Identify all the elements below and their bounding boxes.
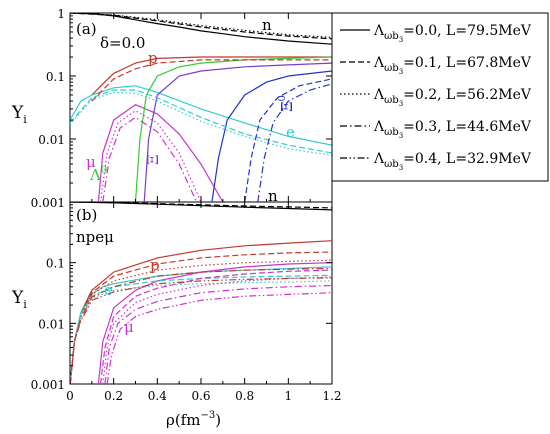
series-line-xi_zero-dashed xyxy=(244,78,332,202)
y-tick-label: 0.1 xyxy=(46,70,65,84)
series-line-mu-solid xyxy=(97,104,224,202)
panel-b-annotation: npeμ xyxy=(76,228,114,246)
curve-label-lambda: Λ0 xyxy=(89,165,107,184)
x-tick-label: 1.2 xyxy=(322,389,341,403)
y-label-sub: i xyxy=(23,298,27,311)
x-tick-label: 1 xyxy=(285,389,293,403)
series-line-xi_zero-dashdot xyxy=(257,83,332,202)
x-tick-label: 0.6 xyxy=(191,389,210,403)
series-line-p-solid xyxy=(70,240,332,384)
series-line-mu-dashed xyxy=(100,269,332,384)
y-tick-label: 0.01 xyxy=(38,133,65,147)
y-label-main: Y xyxy=(11,103,24,123)
series-line-e-dashed xyxy=(70,89,332,154)
series-line-mu-solid xyxy=(97,262,332,384)
series-line-lambda-solid xyxy=(134,56,332,202)
series-line-p-dashdotdot xyxy=(70,277,332,384)
series-line-e-solid xyxy=(70,85,332,146)
series-line-mu-dashdotdot xyxy=(106,292,332,384)
series-line-p-solid xyxy=(91,56,332,96)
y-tick-label: 1 xyxy=(57,7,65,21)
series-line-p-dashed xyxy=(91,59,332,102)
x-tick-label: 0.8 xyxy=(235,389,254,403)
y-tick-label: 0.1 xyxy=(46,257,65,271)
curve-label-e: e xyxy=(104,281,113,299)
panel-b-series xyxy=(70,202,332,384)
curve-label-mu: μ xyxy=(124,318,134,336)
legend: Λωb3=0.0, L=79.5MeV Λωb3=0.1, L=67.8MeV Λω… xyxy=(331,12,549,182)
legend-label: Λωb3=0.2, L=56.2MeV xyxy=(373,87,532,108)
curve-label-mu: μ xyxy=(86,153,96,171)
curve-label-n: n xyxy=(268,187,278,205)
legend-label: Λωb3=0.4, L=32.9MeV xyxy=(373,151,532,172)
series-line-e-dotted xyxy=(70,91,332,156)
series-line-mu-dotted xyxy=(102,276,332,384)
series-line-xi_zero-solid xyxy=(211,70,332,202)
series-line-xi_minus-solid xyxy=(143,62,332,202)
x-tick-label: 0.2 xyxy=(104,389,123,403)
y-axis-label-b: Yi xyxy=(11,288,27,311)
x-tick-label: 0 xyxy=(66,389,74,403)
y-tick-label: 0.001 xyxy=(31,196,65,210)
x-axis-label: ρ(fm−3) xyxy=(166,410,221,429)
legend-label: Λωb3=0.3, L=44.6MeV xyxy=(373,119,532,140)
series-line-n-dashed xyxy=(70,13,332,40)
axis-ticks: 0.001 0.01 0.1 1 0.001 0.01 0.1 0 0.2 0.4 0.6 0.8 1 1… xyxy=(31,7,342,403)
panel-a-series xyxy=(70,13,332,202)
legend-label: Λωb3=0.1, L=67.8MeV xyxy=(373,55,532,76)
y-axis-label-a: Yi xyxy=(11,103,27,126)
series-line-mu-dotted xyxy=(100,110,202,202)
x-tick-label: 0.4 xyxy=(148,389,167,403)
legend-label: Λωb3=0.0, L=79.5MeV xyxy=(373,23,532,44)
panel-a-label: (a) xyxy=(76,20,97,38)
curve-label-xi_minus: Ξ− xyxy=(143,146,162,165)
series-line-mu-dashdot xyxy=(102,116,198,202)
y-label-main: Y xyxy=(11,288,24,308)
y-tick-label: 0.01 xyxy=(38,317,65,331)
panel-b-label: (b) xyxy=(76,206,97,224)
y-label-sub: i xyxy=(23,113,27,126)
curve-label-xi_zero: Ξ0 xyxy=(277,95,296,112)
y-tick-label: 0.001 xyxy=(31,378,65,392)
legend-box xyxy=(331,12,549,182)
curve-label-e: e xyxy=(286,123,295,141)
curve-label-p: p xyxy=(150,256,160,274)
panel-a-annotation: δ=0.0 xyxy=(100,34,145,52)
curve-label-n: n xyxy=(262,16,272,34)
series-line-p-dotted xyxy=(70,259,332,384)
series-line-mu-dashdot xyxy=(104,284,332,384)
curve-label-p: p xyxy=(148,49,158,67)
